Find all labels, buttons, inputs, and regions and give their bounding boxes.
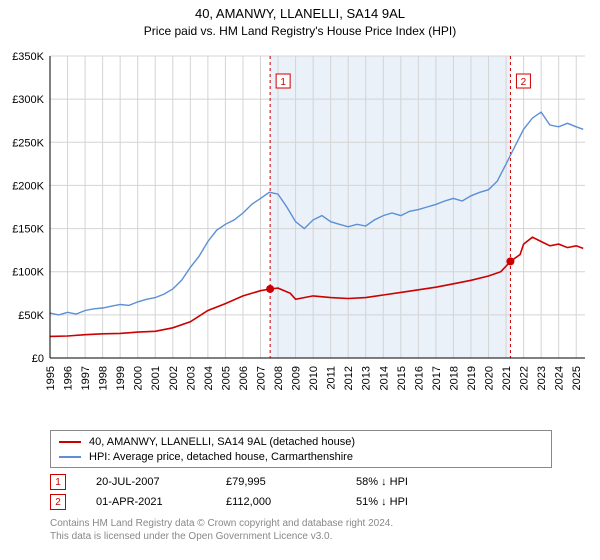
footer-line-1: Contains HM Land Registry data © Crown c… [50,517,393,530]
transaction-table: 1 20-JUL-2007£79,99558% ↓ HPI 2 01-APR-2021… [50,472,550,512]
svg-text:£50K: £50K [18,310,44,322]
transaction-badge: 2 [50,494,66,510]
svg-text:2000: 2000 [133,366,145,390]
svg-text:2013: 2013 [361,366,373,390]
svg-text:1998: 1998 [98,366,110,390]
chart-title: 40, AMANWY, LLANELLI, SA14 9AL [0,0,600,23]
svg-text:1997: 1997 [80,366,92,390]
svg-text:2016: 2016 [413,366,425,390]
svg-text:£100K: £100K [12,267,44,279]
chart-container: 40, AMANWY, LLANELLI, SA14 9AL Price pai… [0,0,600,560]
chart-subtitle: Price paid vs. HM Land Registry's House … [0,23,600,38]
footer-line-2: This data is licensed under the Open Gov… [50,530,393,543]
svg-text:2001: 2001 [150,366,162,390]
svg-text:2011: 2011 [326,366,338,390]
svg-text:2014: 2014 [378,366,390,390]
svg-text:£150K: £150K [12,224,44,236]
transaction-date: 20-JUL-2007 [96,476,226,488]
svg-text:2005: 2005 [220,366,232,390]
svg-text:2019: 2019 [466,366,478,390]
legend: 40, AMANWY, LLANELLI, SA14 9AL (detached… [50,430,552,468]
svg-text:2009: 2009 [291,366,303,390]
svg-text:1995: 1995 [45,366,57,390]
svg-text:2017: 2017 [431,366,443,390]
svg-text:1: 1 [280,77,286,88]
svg-text:£250K: £250K [12,137,44,149]
legend-swatch [59,456,81,458]
transaction-date: 01-APR-2021 [96,496,226,508]
legend-swatch [59,441,81,443]
transaction-diff: 58% ↓ HPI [356,476,486,488]
svg-text:2004: 2004 [203,366,215,390]
svg-text:1999: 1999 [115,366,127,390]
legend-label: HPI: Average price, detached house, Carm… [89,451,353,463]
chart-svg: £0 £50K £100K £150K £200K £250K £300K £350K 1995… [0,46,600,426]
transaction-row: 1 20-JUL-2007£79,99558% ↓ HPI [50,472,550,492]
svg-text:2: 2 [521,77,527,88]
svg-text:£300K: £300K [12,94,44,106]
svg-text:£200K: £200K [12,180,44,192]
svg-text:2006: 2006 [238,366,250,390]
svg-text:2012: 2012 [343,366,355,390]
legend-row: 40, AMANWY, LLANELLI, SA14 9AL (detached… [59,434,543,449]
svg-text:2025: 2025 [571,366,583,390]
svg-text:2020: 2020 [484,366,496,390]
svg-text:2022: 2022 [519,366,531,390]
svg-text:1996: 1996 [63,366,75,390]
transaction-price: £112,000 [226,496,356,508]
svg-text:2008: 2008 [273,366,285,390]
svg-text:2003: 2003 [185,366,197,390]
transaction-diff: 51% ↓ HPI [356,496,486,508]
chart-area: £0 £50K £100K £150K £200K £250K £300K £350K 1995… [0,46,600,426]
svg-text:2002: 2002 [168,366,180,390]
svg-text:2023: 2023 [536,366,548,390]
transaction-badge: 1 [50,474,66,490]
legend-row: HPI: Average price, detached house, Carm… [59,449,543,464]
svg-text:£0: £0 [32,353,44,365]
footer-text: Contains HM Land Registry data © Crown c… [50,517,393,543]
svg-text:2024: 2024 [554,366,566,390]
svg-text:2021: 2021 [501,366,513,390]
svg-text:2010: 2010 [308,366,320,390]
legend-label: 40, AMANWY, LLANELLI, SA14 9AL (detached… [89,436,355,448]
svg-text:2007: 2007 [255,366,267,390]
transaction-price: £79,995 [226,476,356,488]
svg-text:£350K: £350K [12,51,44,63]
svg-text:2015: 2015 [396,366,408,390]
svg-text:2018: 2018 [448,366,460,390]
transaction-row: 2 01-APR-2021£112,00051% ↓ HPI [50,492,550,512]
